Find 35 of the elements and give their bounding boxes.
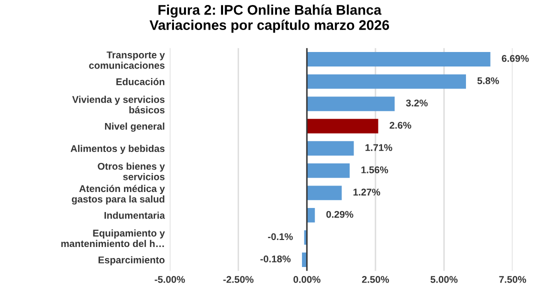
- bar: [306, 52, 490, 67]
- data-label: 2.6%: [390, 122, 412, 129]
- data-label: 1.27%: [353, 188, 380, 196]
- data-label: 5.8%: [477, 77, 499, 84]
- y-tick-label: Otros bienes y servicios: [98, 162, 165, 180]
- x-tick-label: 0.00%: [294, 276, 320, 283]
- x-tick-label: 7.50%: [499, 276, 526, 283]
- data-label: 3.2%: [406, 100, 428, 106]
- x-tick-label: -2.50%: [223, 276, 254, 283]
- bar: [306, 96, 395, 112]
- y-tick-label: Nivel general: [105, 122, 164, 132]
- data-label: 1.56%: [361, 166, 388, 174]
- y-tick-label: Indumentaria: [104, 212, 165, 219]
- bar: [306, 74, 466, 89]
- bar: [306, 141, 354, 156]
- x-tick-label: 2.50%: [362, 276, 389, 283]
- y-tick-label: Vivienda y servicios básicos: [72, 96, 165, 114]
- y-tick-label: Esparcimiento: [98, 256, 165, 266]
- bar: [306, 208, 315, 222]
- y-tick-label: Transporte y comunicaciones: [89, 52, 165, 69]
- x-tick-label: 5.00%: [430, 276, 458, 283]
- data-label: -0.18%: [260, 255, 291, 262]
- data-label: 0.29%: [326, 210, 354, 218]
- bar: [306, 186, 342, 200]
- data-label: -0.1%: [268, 233, 293, 240]
- y-tick-label: Atención médica y gastos para la salud: [72, 184, 165, 205]
- y-tick-label: Equipamiento y mantenimiento del h…: [61, 229, 165, 248]
- bar: [306, 118, 378, 134]
- chart-title: Figura 2: IPC Online Bahía Blanca Variaciones por capítulo marzo 2026: [150, 4, 390, 33]
- y-tick-label: Educación: [116, 78, 164, 86]
- y-tick-label: Alimentos y bebidas: [70, 144, 165, 154]
- bar: [306, 163, 350, 178]
- data-label: 1.71%: [366, 144, 392, 151]
- x-tick-label: -5.00%: [154, 276, 185, 283]
- data-label: 6.69%: [502, 55, 529, 62]
